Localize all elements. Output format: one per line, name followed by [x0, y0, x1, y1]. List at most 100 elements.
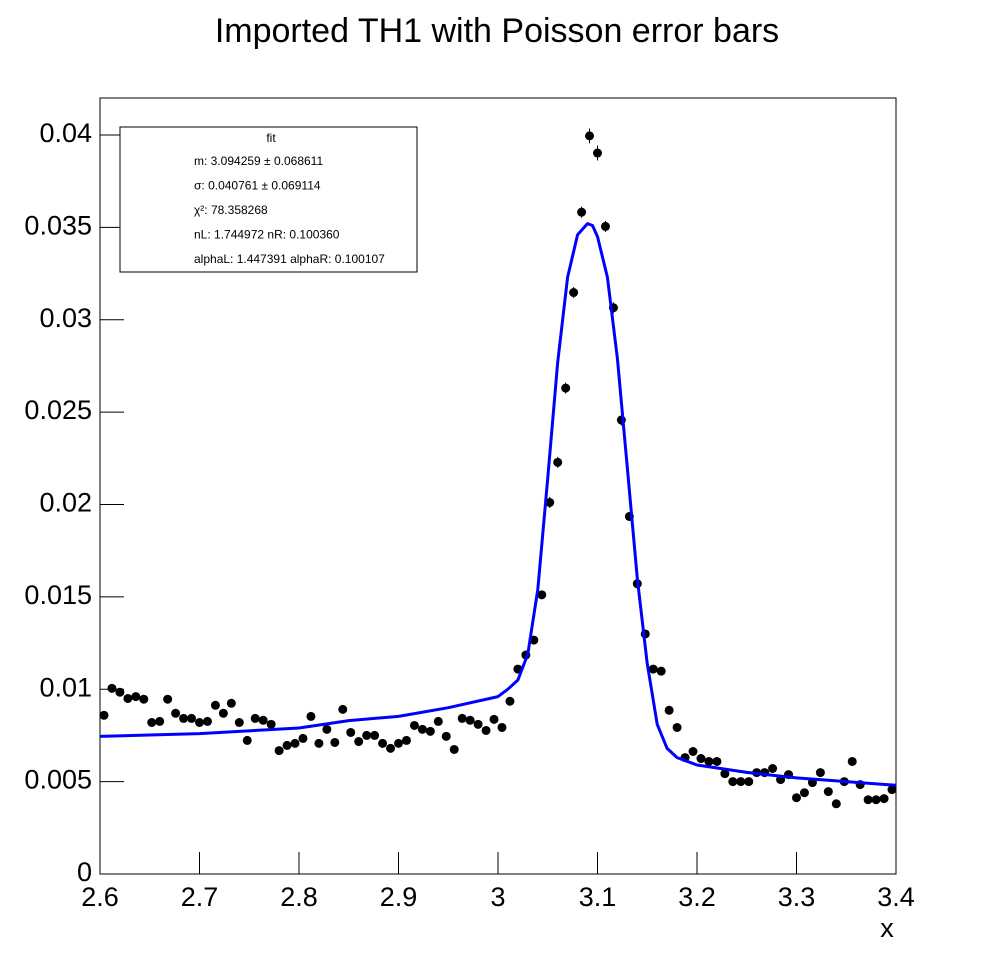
data-point — [831, 799, 841, 809]
data-point — [139, 694, 149, 704]
data-point — [720, 769, 730, 779]
y-tick-label: 0.035 — [24, 210, 92, 240]
data-point — [179, 713, 189, 723]
data-point — [171, 708, 181, 718]
data-point — [290, 738, 300, 748]
y-tick-label: 0.015 — [24, 580, 92, 610]
data-point — [577, 207, 587, 217]
stats-line: χ²: 78.358268 — [194, 203, 268, 217]
stats-title: fit — [266, 131, 276, 145]
data-point — [744, 777, 754, 787]
y-tick-label: 0.04 — [39, 118, 92, 148]
data-point — [147, 717, 157, 727]
data-point — [155, 716, 165, 726]
data-point — [537, 590, 547, 600]
stats-box: fit — [119, 126, 418, 273]
data-point — [306, 711, 316, 721]
data-point — [242, 735, 252, 745]
data-point — [282, 740, 292, 750]
data-point — [792, 793, 801, 803]
data-point — [728, 777, 738, 787]
data-point — [346, 727, 356, 737]
data-point — [449, 744, 459, 754]
data-point — [314, 738, 324, 748]
data-point — [226, 698, 236, 708]
y-tick-label: 0.025 — [24, 395, 92, 425]
data-point — [370, 730, 380, 740]
data-point — [298, 733, 308, 743]
data-point — [585, 131, 595, 141]
data-point — [847, 756, 857, 766]
data-point — [553, 457, 563, 467]
data-point — [322, 724, 332, 734]
data-point — [871, 795, 881, 805]
data-point — [354, 737, 364, 747]
data-point — [696, 754, 706, 764]
data-point — [202, 716, 212, 726]
data-point — [648, 664, 658, 674]
data-point — [736, 777, 746, 787]
data-point — [768, 764, 778, 774]
x-tick-label: 3.1 — [579, 882, 617, 912]
data-point — [465, 715, 475, 725]
x-tick-label: 2.8 — [280, 882, 318, 912]
data-point — [258, 715, 268, 725]
stats-line: m: 3.094259 ± 0.068611 — [194, 154, 323, 168]
data-point — [417, 724, 427, 734]
data-point — [409, 720, 419, 730]
data-point — [704, 756, 714, 766]
data-point — [473, 719, 483, 729]
data-point — [505, 696, 515, 706]
x-axis-label: x — [880, 913, 894, 943]
x-tick-label: 3.4 — [877, 882, 915, 912]
data-point — [187, 713, 197, 723]
data-point — [863, 795, 873, 805]
x-tick-label: 3.3 — [778, 882, 816, 912]
stats-line: nL: 1.744972 nR: 0.100360 — [194, 228, 340, 242]
stats-border — [119, 126, 418, 273]
data-point — [210, 700, 220, 710]
stats-line: alphaL: 1.447391 alphaR: 0.100107 — [194, 252, 385, 266]
data-point — [250, 713, 260, 723]
data-point — [401, 735, 411, 745]
data-point — [600, 221, 610, 231]
data-point — [441, 731, 451, 741]
data-point — [99, 710, 109, 720]
data-point — [195, 717, 204, 727]
data-point — [218, 708, 228, 718]
data-point — [561, 383, 571, 393]
data-point — [593, 148, 602, 158]
data-point — [338, 704, 348, 714]
data-point — [123, 693, 133, 703]
x-tick-label: 3 — [490, 882, 505, 912]
x-tick-label: 2.6 — [81, 882, 119, 912]
fit-curve — [99, 222, 897, 787]
y-tick-label: 0.005 — [24, 765, 92, 795]
data-point — [712, 756, 722, 766]
x-tick-label: 2.9 — [380, 882, 418, 912]
y-tick-label: 0.01 — [39, 672, 92, 702]
data-point — [688, 747, 698, 757]
data-point — [457, 713, 467, 723]
y-tick-label: 0 — [77, 857, 92, 887]
data-point — [887, 785, 897, 795]
data-point — [664, 705, 674, 715]
chart-title: Imported TH1 with Poisson error bars — [215, 12, 779, 50]
data-point — [656, 666, 666, 676]
data-point — [799, 788, 809, 798]
data-point — [163, 694, 173, 704]
data-point — [234, 717, 244, 727]
data-point — [433, 716, 443, 726]
data-point — [394, 738, 403, 748]
data-point — [569, 288, 579, 298]
data-point — [425, 726, 435, 736]
data-point — [497, 722, 507, 732]
data-point — [545, 497, 555, 507]
data-point — [131, 692, 141, 702]
data-point — [378, 738, 388, 748]
data-point — [879, 794, 889, 804]
y-tick-label: 0.03 — [39, 303, 92, 333]
data-point — [823, 787, 833, 797]
data-point — [330, 737, 340, 747]
